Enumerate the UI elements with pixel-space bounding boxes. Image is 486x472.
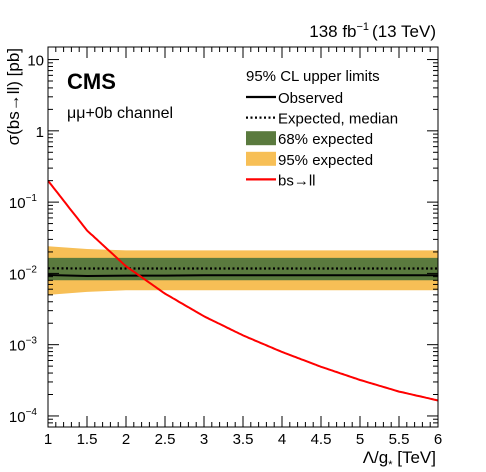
y-tick-label: 10−3 bbox=[9, 336, 38, 355]
legend: Observed Expected, median 68% expected 95% … bbox=[246, 90, 398, 189]
y-tick-label: 10 bbox=[27, 53, 44, 70]
plot-frame bbox=[47, 46, 439, 428]
legend-label-expected-median: Expected, median bbox=[278, 111, 398, 128]
channel-label: μμ+0b channel bbox=[67, 105, 173, 122]
x-tick-label: 2.5 bbox=[155, 431, 176, 448]
legend-swatch-68-expected bbox=[246, 131, 276, 146]
legend-label-bs-ll: bs→ll bbox=[278, 172, 316, 189]
line-bs-ll bbox=[48, 180, 438, 402]
legend-label-95-expected: 95% expected bbox=[278, 152, 373, 169]
legend-label-68-expected: 68% expected bbox=[278, 131, 373, 148]
experiment-label: CMS bbox=[67, 69, 116, 94]
y-tick-label: 10−1 bbox=[9, 193, 38, 212]
legend-label-observed: Observed bbox=[278, 90, 343, 107]
x-axis-label: Λ/g* [TeV] bbox=[363, 448, 436, 471]
x-tick-label: 2 bbox=[122, 431, 130, 448]
y-tick-label: 1 bbox=[36, 124, 44, 141]
x-tick-label: 4 bbox=[278, 431, 286, 448]
x-tick-label: 3.5 bbox=[233, 431, 254, 448]
x-tick-label: 1.5 bbox=[77, 431, 98, 448]
x-tick-label: 4.5 bbox=[311, 431, 332, 448]
legend-title: 95% CL upper limits bbox=[246, 68, 380, 85]
x-tick-label: 5 bbox=[356, 431, 364, 448]
lumi-label: 138 fb−1 (13 TeV) bbox=[309, 21, 436, 41]
y-tick-label: 10−4 bbox=[9, 407, 38, 426]
x-tick-label: 1 bbox=[44, 431, 52, 448]
x-tick-label: 6 bbox=[434, 431, 442, 448]
plot-area bbox=[48, 180, 438, 402]
x-tick-label: 3 bbox=[200, 431, 208, 448]
x-tick-label: 5.5 bbox=[389, 431, 410, 448]
y-axis-label: σ(bs→ll) [pb] bbox=[4, 48, 23, 145]
axes: 1 1.5 2 2.5 3 3.5 4 4.5 5 5.5 6 10−4 10−3 10−2 10−1 1 10 bbox=[9, 47, 442, 448]
y-tick-label: 10−2 bbox=[9, 264, 38, 283]
legend-swatch-95-expected bbox=[246, 151, 276, 166]
line-observed bbox=[48, 274, 438, 278]
